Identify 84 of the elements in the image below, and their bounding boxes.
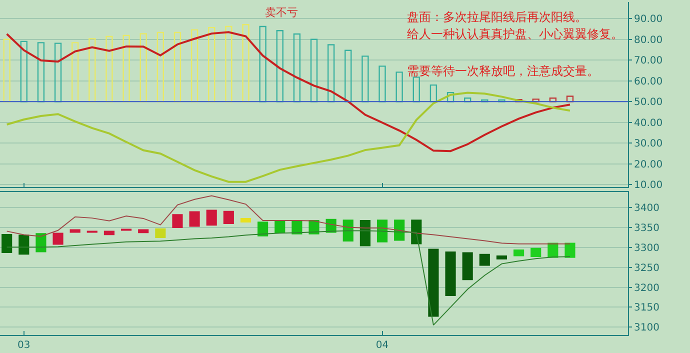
bar [462, 252, 473, 280]
y-tick-label: 3400 [634, 203, 660, 214]
bar [240, 218, 252, 222]
bar [310, 38, 318, 102]
bar [378, 66, 386, 102]
bar [564, 242, 576, 258]
y-tick-label: 50.00 [634, 97, 663, 108]
bar [156, 32, 164, 102]
y-tick-label: 3300 [634, 242, 660, 254]
bar [327, 44, 335, 102]
y-tick-label: 60.00 [634, 76, 663, 88]
bar [88, 38, 96, 102]
bar [396, 72, 403, 102]
bar [411, 220, 422, 244]
x-tick-label: 04 [376, 340, 389, 351]
y-tick-label: 3250 [634, 262, 660, 274]
bar [549, 98, 556, 102]
bar [513, 249, 524, 256]
bar [3, 38, 10, 102]
annotation: 盘面：多次拉尾阳线后再次阳线。 [407, 10, 587, 24]
bar [376, 220, 388, 242]
bar [208, 26, 216, 102]
bar [155, 228, 166, 238]
bar [344, 50, 352, 102]
bar [172, 214, 183, 228]
bar [430, 84, 438, 102]
y-tick-label: 20.00 [634, 159, 663, 170]
bar [106, 36, 113, 102]
bar [225, 26, 232, 102]
bar [18, 234, 30, 255]
line-series [6, 230, 570, 326]
bar [446, 92, 454, 102]
bar [445, 251, 456, 296]
bar [530, 248, 542, 258]
bar [223, 210, 234, 224]
annotation: 给人一种认认真真护盘、小心翼翼修复。 [407, 27, 623, 41]
bar [54, 42, 62, 102]
bar [362, 56, 369, 102]
bar [532, 98, 540, 102]
bar [360, 220, 370, 246]
bar [428, 248, 439, 317]
bar [293, 33, 301, 102]
bar [122, 34, 130, 102]
y-tick-label: 3200 [634, 282, 660, 294]
bar [104, 230, 115, 236]
bar [189, 211, 200, 227]
y-tick-label: 90.00 [634, 14, 663, 26]
bar [276, 30, 284, 102]
y-tick-label: 3350 [634, 223, 660, 234]
x-tick-label: 03 [18, 340, 30, 351]
bar [20, 40, 28, 102]
bar [258, 222, 268, 236]
y-tick-label: 3100 [634, 322, 660, 334]
y-tick-label: 80.00 [634, 34, 663, 46]
bar [37, 42, 45, 102]
line-series [6, 195, 570, 244]
bar [2, 234, 12, 254]
bar [206, 210, 217, 226]
y-tick-label: 3150 [634, 302, 660, 314]
bar [140, 33, 147, 102]
bar [342, 220, 354, 242]
bar [566, 96, 574, 102]
bar [412, 76, 420, 102]
bar [174, 32, 182, 102]
y-tick-label: 30.00 [634, 138, 663, 150]
bar [190, 29, 198, 102]
bar [242, 24, 250, 102]
line-series [6, 92, 571, 183]
y-tick-label: 40.00 [634, 118, 663, 129]
bar [72, 42, 79, 102]
bar [259, 26, 266, 102]
bar [52, 232, 64, 245]
bar [515, 99, 522, 102]
bar [70, 229, 80, 233]
y-tick-label: 70.00 [634, 56, 663, 67]
y-tick-label: 10.00 [634, 180, 663, 192]
bar [496, 255, 508, 260]
bar [138, 229, 149, 234]
bar [498, 99, 506, 102]
bar [479, 254, 490, 266]
bar [481, 99, 488, 102]
annotation: 需要等待一次释放吧，注意成交量。 [407, 64, 599, 78]
bar [464, 98, 472, 102]
annotation: 卖不亏 [265, 6, 298, 19]
